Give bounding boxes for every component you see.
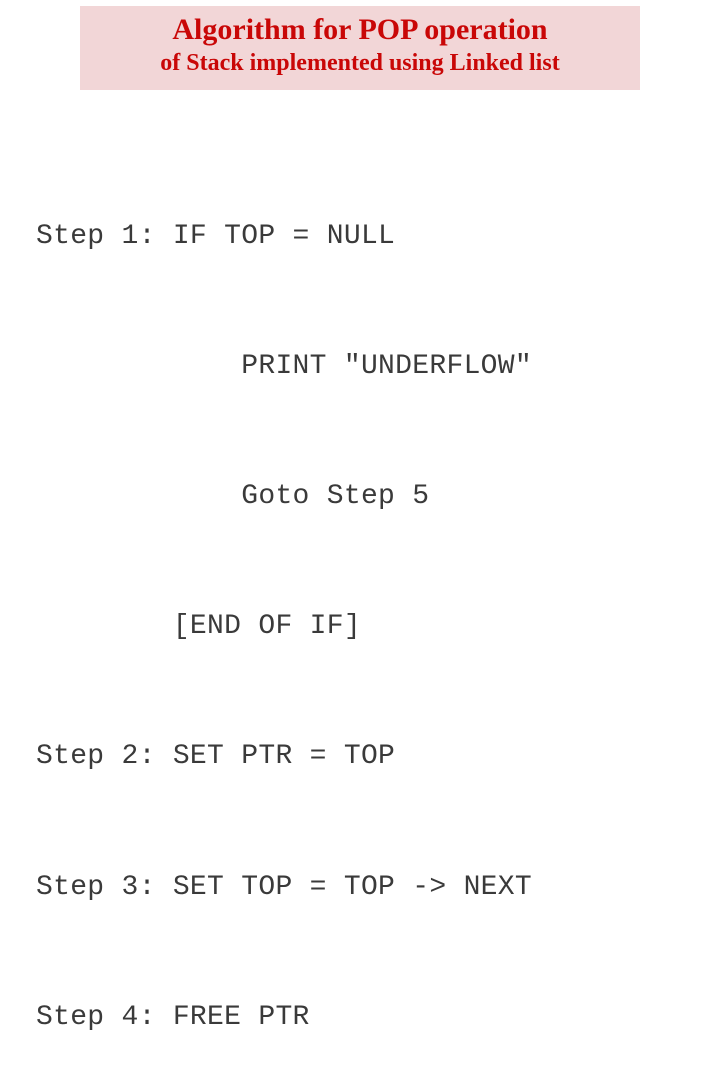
algo-line: Step 4: FREE PTR (36, 996, 532, 1039)
header-box: Algorithm for POP operation of Stack imp… (80, 6, 640, 90)
algo-line: Step 1: IF TOP = NULL (36, 215, 532, 258)
algo-line: Step 2: SET PTR = TOP (36, 735, 532, 778)
algo-line: PRINT "UNDERFLOW" (36, 345, 532, 388)
algo-line: Step 3: SET TOP = TOP -> NEXT (36, 866, 532, 909)
header-title: Algorithm for POP operation (80, 12, 640, 48)
algo-line: [END OF IF] (36, 605, 532, 648)
algorithm-steps: Step 1: IF TOP = NULL PRINT "UNDERFLOW" … (36, 128, 532, 1080)
algo-line: Goto Step 5 (36, 475, 532, 518)
header-subtitle: of Stack implemented using Linked list (80, 48, 640, 79)
